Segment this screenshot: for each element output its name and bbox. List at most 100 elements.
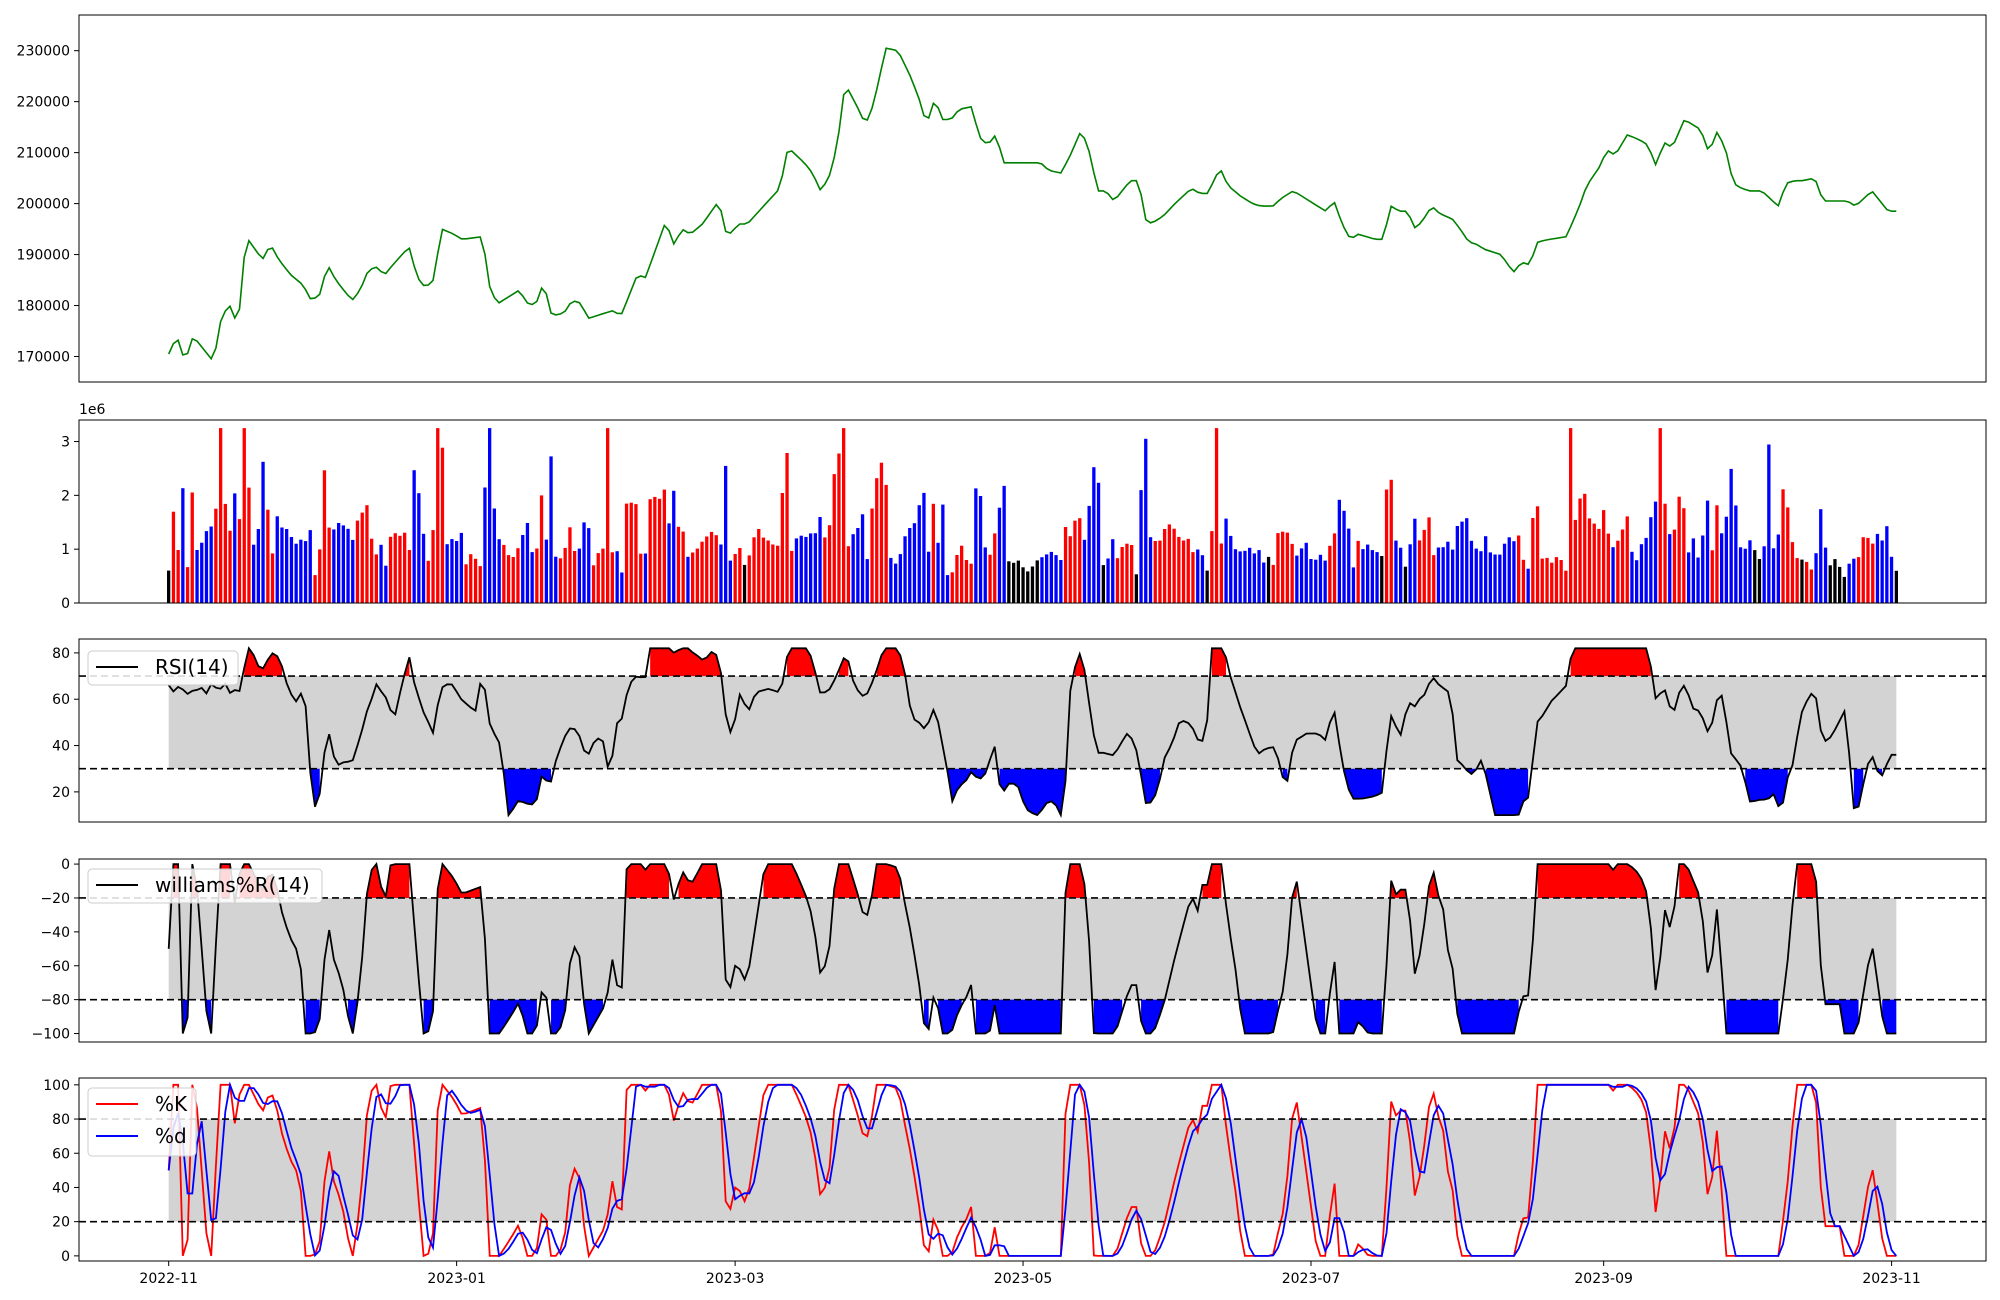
rsi-overbought-fill: [1074, 654, 1085, 677]
rsi-overbought-fill: [650, 648, 721, 677]
volume-bar: [242, 428, 246, 603]
volume-bar: [931, 503, 935, 603]
rsi-ytick-label: 40: [52, 739, 70, 755]
volume-bar: [1252, 553, 1256, 603]
volume-bar: [903, 536, 907, 603]
volume-bar: [1729, 468, 1733, 603]
williams-oversold-fill: [182, 999, 188, 1034]
volume-bar: [1710, 550, 1714, 603]
volume-bar: [686, 556, 690, 603]
volume-bar: [1295, 555, 1299, 603]
volume-bar: [1436, 547, 1441, 603]
volume-bar: [1894, 570, 1898, 603]
stochastic-legend: %K %d: [87, 1087, 197, 1157]
volume-bar: [780, 493, 784, 603]
volume-bar: [1299, 548, 1304, 603]
volume-bar: [983, 547, 987, 603]
rsi-plot-frame: [78, 638, 1987, 823]
volume-bar: [1078, 518, 1082, 603]
williams-overbought-fill: [1429, 872, 1439, 898]
volume-bar: [1455, 526, 1459, 603]
volume-bar: [955, 555, 959, 603]
volume-bar: [1748, 540, 1752, 603]
volume-bar: [1096, 482, 1101, 603]
volume-bar: [1177, 536, 1181, 603]
volume-bar: [884, 484, 888, 603]
volume-bar: [1413, 518, 1417, 603]
volume-bar: [733, 554, 737, 603]
volume-bar: [228, 530, 232, 603]
volume-bar: [190, 492, 194, 603]
williams-oversold-fill: [923, 999, 929, 1029]
volume-bar: [1106, 558, 1110, 603]
volume-bar: [1347, 528, 1351, 603]
volume-bar: [370, 538, 374, 603]
williams-ytick-label: −40: [40, 925, 70, 941]
volume-bar: [582, 522, 586, 603]
x-tick-label: 2022-11: [139, 1271, 198, 1287]
volume-bar: [752, 537, 756, 603]
volume-bar: [558, 558, 563, 603]
stochastic-d-line: [167, 1081, 1897, 1258]
williams-oversold-fill: [1141, 999, 1165, 1034]
volume-bar: [776, 545, 780, 603]
williams-overbought-fill: [1679, 864, 1699, 898]
volume-bar: [185, 567, 190, 603]
volume-bar: [1417, 540, 1422, 603]
volume-bar: [1771, 548, 1776, 603]
williams-oversold-fill: [1339, 999, 1382, 1034]
williams-overbought-fill: [834, 864, 858, 898]
stochastic-neutral-band: [168, 1119, 1897, 1222]
volume-bar: [993, 533, 997, 603]
volume-bar: [285, 529, 289, 603]
williams-legend: williams%R(14): [87, 868, 323, 904]
volume-bar: [1762, 546, 1766, 603]
volume-bar: [898, 554, 902, 603]
volume-bar: [1276, 533, 1280, 603]
volume-bar: [620, 572, 624, 603]
volume-bar: [275, 516, 279, 603]
volume-bar: [1210, 531, 1214, 603]
volume-bar: [1054, 555, 1058, 603]
volume-bar: [1314, 559, 1318, 603]
volume-bar: [1531, 518, 1535, 603]
volume-bar: [794, 538, 799, 603]
rsi-oversold-fill: [310, 768, 320, 807]
volume-bar: [1861, 537, 1865, 603]
volume-bar: [1488, 552, 1492, 603]
volume-bar: [653, 496, 657, 603]
williams-oversold-fill: [1240, 999, 1278, 1034]
williams-oversold-fill: [938, 999, 962, 1034]
volume-bar: [440, 447, 445, 603]
volume-bar: [1224, 518, 1228, 603]
volume-bar: [1833, 559, 1837, 603]
volume-bar: [719, 544, 723, 603]
volume-bar: [624, 503, 629, 603]
volume-bar: [355, 520, 360, 603]
volume-bar: [615, 551, 619, 603]
volume-bar: [1328, 545, 1332, 603]
volume-bar: [1767, 444, 1771, 603]
williams-oversold-fill: [584, 999, 603, 1034]
volume-bar: [1757, 559, 1762, 603]
volume-plot-frame: [78, 419, 1987, 604]
volume-bar: [1309, 559, 1313, 603]
volume-bar: [1196, 549, 1200, 603]
williams-ytick-label: −60: [40, 959, 70, 975]
volume-bar: [1243, 550, 1247, 603]
volume-bar: [889, 557, 893, 603]
volume-bar: [1691, 538, 1695, 603]
volume-bar: [1248, 547, 1252, 603]
volume-bar: [327, 527, 331, 603]
volume-bar: [1394, 540, 1398, 603]
volume-bar: [563, 547, 567, 603]
volume-bar: [1786, 507, 1790, 603]
volume-bar: [846, 546, 851, 603]
volume-bar: [950, 572, 954, 603]
volume-bar: [634, 504, 638, 603]
williams-overbought-fill: [1797, 864, 1817, 898]
volume-bar: [643, 553, 648, 603]
williams-oversold-fill: [1882, 999, 1897, 1034]
williams-oversold-fill: [489, 999, 537, 1034]
